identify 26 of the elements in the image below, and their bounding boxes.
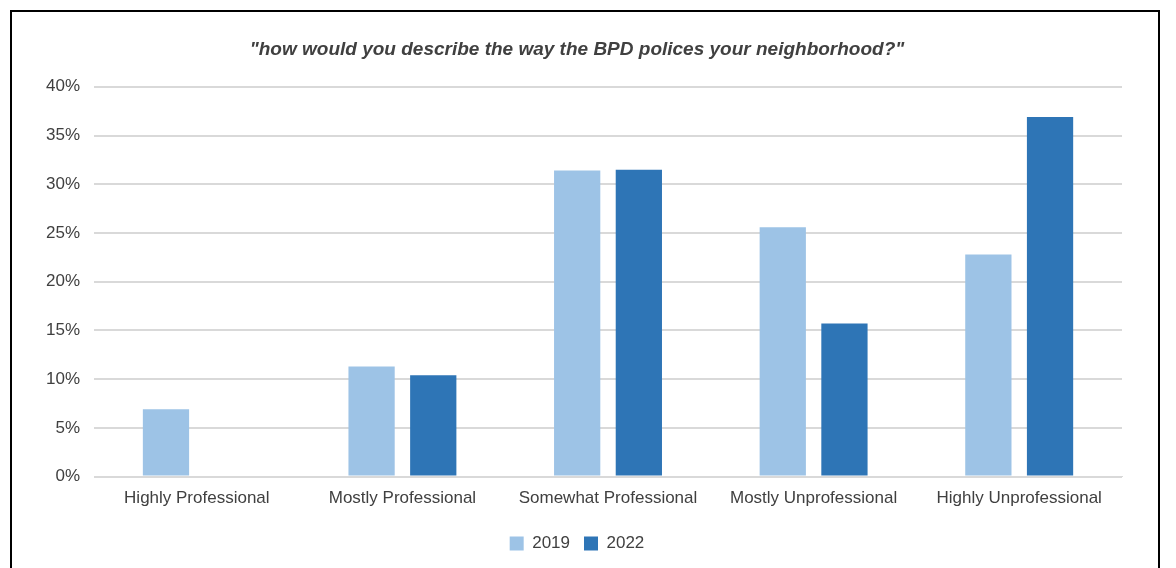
bar [410, 375, 457, 476]
bar [1026, 117, 1074, 476]
bar [142, 409, 190, 476]
y-tick-label: 20% [45, 271, 81, 291]
bar [759, 227, 806, 476]
bar [615, 169, 662, 476]
bar [965, 254, 1012, 476]
y-tick-label: 40% [45, 76, 81, 96]
bar [554, 170, 601, 476]
y-tick-label: 10% [45, 368, 81, 388]
x-tick-label: Highly Professional [124, 488, 270, 508]
x-tick-label: Somewhat Professional [518, 488, 698, 508]
y-tick-label: 0% [55, 466, 81, 486]
x-tick-label: Highly Unprofessional [936, 488, 1102, 508]
chart-title: "how would you describe the way the BPD polices your neighborhood?" [249, 37, 906, 59]
y-tick-label: 25% [45, 222, 81, 242]
bar [348, 366, 395, 476]
y-tick-label: 15% [45, 320, 81, 340]
x-tick-label: Mostly Unprofessional [729, 488, 898, 508]
legend-label: 2019 [532, 533, 571, 553]
y-tick-label: 35% [45, 125, 81, 145]
legend-label: 2022 [606, 533, 645, 553]
y-tick-label: 30% [45, 173, 81, 193]
x-tick-label: Mostly Professional [328, 488, 477, 508]
bar [821, 323, 868, 476]
y-tick-label: 5% [55, 417, 81, 437]
